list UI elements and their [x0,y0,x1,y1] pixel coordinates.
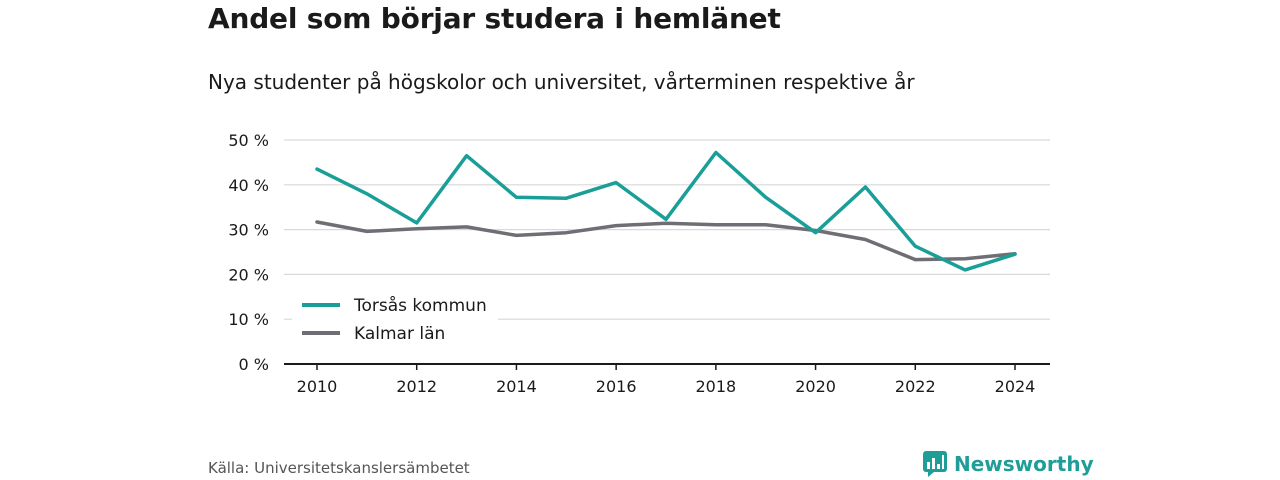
legend-label: Kalmar län [354,324,445,344]
x-tick-label: 2016 [596,377,637,396]
line-chart: 0 % 10 % 20 % 30 % 40 % 50 % 2010 2012 2014 2016… [228,131,1050,396]
brand-logo: Newsworthy [922,450,1094,478]
series-lines [315,150,1017,272]
y-tick-label: 40 % [228,176,269,195]
y-tick-label: 50 % [228,131,269,150]
legend-background [292,292,498,350]
x-axis-ticks: 2010 2012 2014 2016 2018 2020 2022 2024 [297,364,1036,396]
series-line [315,150,1017,272]
x-tick-label: 2022 [895,377,936,396]
x-tick-label: 2010 [297,377,338,396]
series-line [315,220,1017,262]
chart-title: Andel som börjar studera i hemlänet [208,2,781,35]
x-tick-label: 2018 [695,377,736,396]
y-tick-label: 10 % [228,310,269,329]
x-tick-label: 2014 [496,377,537,396]
brand-name: Newsworthy [954,452,1094,476]
newsworthy-logo-icon [923,451,947,477]
x-tick-label: 2024 [995,377,1036,396]
y-tick-label: 30 % [228,221,269,240]
y-axis-ticks: 0 % 10 % 20 % 30 % 40 % 50 % [228,131,269,374]
source-note: Källa: Universitetskanslersämbetet [208,459,470,477]
y-tick-label: 20 % [228,265,269,284]
legend-label: Torsås kommun [353,295,487,316]
x-tick-label: 2012 [396,377,437,396]
y-tick-label: 0 % [239,355,269,374]
x-tick-label: 2020 [795,377,836,396]
legend: Torsås kommun Kalmar län [292,292,498,350]
chart-subtitle: Nya studenter på högskolor och universit… [208,70,915,94]
